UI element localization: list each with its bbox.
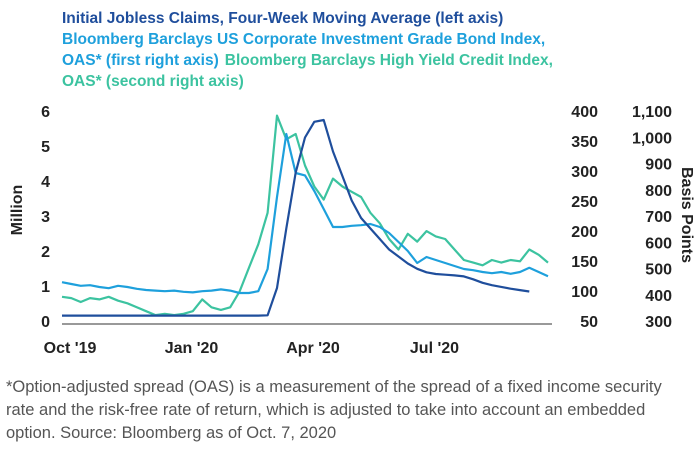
series-line	[61, 114, 549, 317]
plot: Million Basis Points 0 1 2 3 4 5 6 50 100 150 200 2…	[9, 104, 695, 357]
y3ticks-label: 600	[645, 235, 672, 252]
legend-entry: Bloomberg Barclays US Corporate Investme…	[62, 31, 546, 69]
y2ticks-label: 400	[571, 104, 598, 121]
legend-entry: Bloomberg Barclays High Yield Credit Ind…	[62, 52, 553, 90]
y3ticks-label: 700	[645, 209, 672, 226]
series-line	[61, 132, 549, 295]
y2ticks-label: 150	[571, 254, 598, 271]
y2ticks-label: 200	[571, 224, 598, 241]
y2ticks-label: 250	[571, 194, 598, 211]
yticks-label: 6	[41, 104, 50, 121]
y3ticks-label: 500	[645, 262, 672, 279]
y2ticks-label: 350	[571, 134, 598, 151]
yticks-label: 1	[41, 279, 50, 296]
y3ticks-label: 800	[645, 183, 672, 200]
x-tick-label: Oct '19	[44, 340, 97, 357]
y3ticks-label: 300	[645, 314, 672, 331]
legend: Initial Jobless Claims, Four-Week Moving…	[62, 8, 562, 92]
yticks-label: 5	[41, 139, 50, 156]
x-tick-label: Apr '20	[286, 340, 340, 357]
y2ticks-label: 100	[571, 284, 598, 301]
yticks-label: 4	[41, 174, 50, 191]
y3ticks-label: 1,000	[632, 130, 672, 147]
x-tick-label: Jul '20	[410, 340, 459, 357]
legend-entry: Initial Jobless Claims, Four-Week Moving…	[62, 10, 504, 27]
yticks-label: 3	[41, 209, 50, 226]
x-tick-label: Jan '20	[165, 340, 219, 357]
y3-axis-label: Basis Points	[678, 167, 695, 263]
yticks-label: 0	[41, 314, 50, 331]
y3ticks-label: 1,100	[632, 104, 672, 121]
y2ticks-label: 300	[571, 164, 598, 181]
y3ticks-label: 900	[645, 157, 672, 174]
yticks-label: 2	[41, 244, 50, 261]
footnote: *Option-adjusted spread (OAS) is a measu…	[6, 378, 662, 442]
y3ticks-label: 400	[645, 288, 672, 305]
y-axis-label: Million	[9, 185, 26, 236]
y2ticks-label: 50	[580, 314, 598, 331]
series-line	[62, 118, 530, 317]
